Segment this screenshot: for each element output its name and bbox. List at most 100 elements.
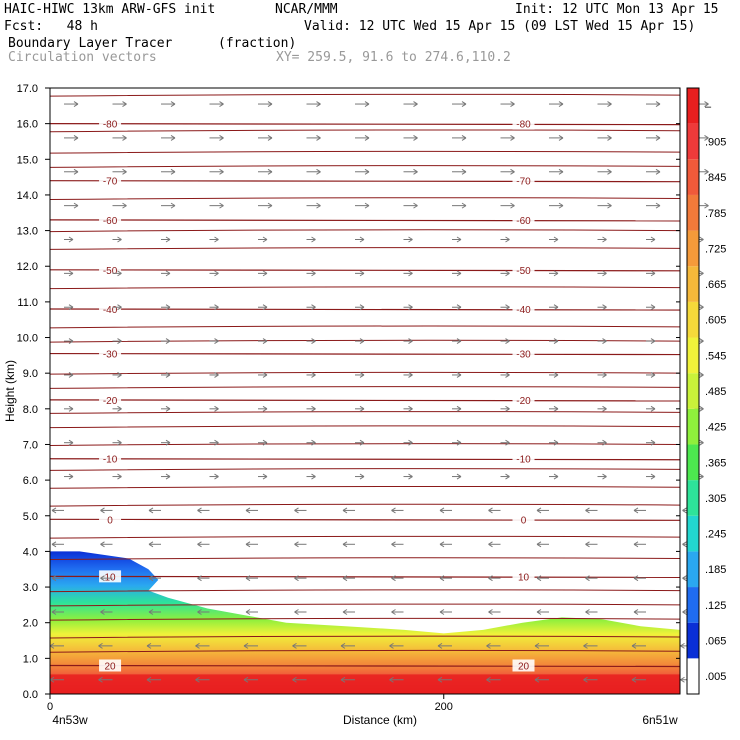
- vector-arrowhead: [699, 372, 704, 378]
- y-tick-label: 10.0: [17, 333, 38, 345]
- isotherm-label: -60: [516, 216, 531, 227]
- vector-arrowhead: [117, 473, 122, 480]
- isotherm-line: [50, 371, 680, 375]
- vector-arrowhead: [100, 609, 105, 615]
- vector-arrowhead: [262, 304, 268, 311]
- vector-arrowhead: [680, 676, 685, 683]
- vector-arrowhead: [148, 541, 154, 548]
- vector-arrowhead: [117, 405, 122, 412]
- vector-arrowhead: [456, 236, 462, 243]
- vector-arrowhead: [456, 270, 462, 277]
- vector-arrowhead: [558, 134, 564, 141]
- vector-arrowhead: [262, 473, 268, 480]
- vector-arrowhead: [267, 134, 273, 141]
- vector-arrowhead: [359, 338, 365, 345]
- isotherm-label: -50: [103, 266, 118, 277]
- colorbar-swatch: [687, 194, 699, 231]
- vector-arrowhead: [505, 236, 510, 243]
- vector-arrowhead: [437, 642, 443, 649]
- vector-arrowhead: [437, 676, 443, 683]
- vector-arrowhead: [294, 541, 299, 548]
- y-tick-label: 2.0: [23, 618, 38, 630]
- vector-arrowhead: [68, 338, 74, 345]
- colorbar-label: .365: [705, 457, 726, 469]
- isotherm-label-bg: [99, 117, 122, 130]
- vector-arrowhead: [68, 405, 74, 412]
- vector-arrowhead: [359, 473, 365, 480]
- isotherm-line: [50, 468, 680, 471]
- vector-arrowhead: [122, 101, 127, 107]
- vector-arrowhead: [456, 338, 462, 345]
- isotherm-label: -70: [516, 177, 531, 188]
- vector-arrowhead: [699, 270, 704, 277]
- isotherm-contour: [50, 219, 680, 222]
- vector-arrowhead: [100, 541, 105, 548]
- vector-arrowhead: [585, 507, 590, 514]
- vector-arrowhead: [534, 676, 540, 683]
- isotherm-label: -50: [516, 266, 531, 277]
- y-tick-label: 12.0: [17, 261, 38, 273]
- vector-arrowhead: [391, 541, 396, 548]
- colorbar-swatch: [687, 480, 699, 516]
- vector-arrowhead: [294, 575, 299, 582]
- vector-arrowhead: [607, 101, 612, 107]
- vector-arrowhead: [122, 134, 127, 141]
- vector-arrowhead: [170, 134, 176, 141]
- isotherm-label-bg: [512, 347, 535, 360]
- vector-arrowhead: [650, 405, 656, 412]
- colorbar-swatch: [687, 373, 699, 409]
- vector-arrowhead: [650, 304, 656, 311]
- vector-arrowhead: [655, 168, 661, 175]
- colorbar-label: .725: [705, 243, 726, 255]
- vector-arrowhead: [117, 304, 122, 311]
- vector-arrowhead: [536, 609, 542, 615]
- isotherm-label-bg: [99, 570, 122, 583]
- vector-arrowhead: [650, 338, 656, 345]
- vector-arrowhead: [117, 439, 122, 446]
- vector-arrowhead: [165, 338, 171, 345]
- vector-arrowhead: [359, 372, 365, 378]
- vector-arrowhead: [68, 372, 74, 378]
- vector-arrowhead: [117, 270, 122, 277]
- vector-arrowhead: [122, 202, 127, 209]
- vector-arrowhead: [456, 405, 462, 412]
- vector-arrowhead: [510, 168, 515, 175]
- vector-arrowhead: [699, 439, 704, 446]
- vector-arrowhead: [461, 134, 467, 141]
- vector-arrowhead: [197, 541, 202, 548]
- vector-arrowhead: [195, 642, 200, 649]
- vector-arrowhead: [311, 270, 316, 277]
- vector-arrowhead: [682, 541, 687, 548]
- isotherm-line: [50, 197, 680, 201]
- vector-arrowhead: [391, 609, 396, 615]
- vector-arrowhead: [214, 304, 219, 311]
- colorbar-label: .605: [705, 315, 726, 327]
- vector-arrowhead: [389, 642, 394, 649]
- vector-arrowhead: [655, 134, 661, 141]
- vector-arrowhead: [49, 642, 55, 649]
- colorbar-label: .545: [705, 350, 726, 362]
- isotherm-label: -40: [516, 305, 531, 316]
- vector-arrowhead: [408, 270, 413, 277]
- vector-arrowhead: [68, 236, 74, 243]
- vector-arrowhead: [148, 609, 154, 615]
- vector-arrowhead: [486, 676, 491, 683]
- vector-arrowhead: [359, 304, 365, 311]
- vector-arrowhead: [117, 372, 122, 378]
- colorbar-label: .185: [705, 564, 726, 576]
- vector-arrowhead: [699, 473, 704, 480]
- vector-arrowhead: [311, 338, 316, 345]
- vector-arrowhead: [505, 405, 510, 412]
- vector-arrowhead: [311, 304, 316, 311]
- y-tick-label: 11.0: [17, 297, 38, 309]
- isotherm-contour: [50, 180, 680, 183]
- vector-arrowhead: [461, 168, 467, 175]
- isotherm-contour: [50, 664, 680, 668]
- vector-arrowhead: [245, 609, 251, 615]
- isotherm-label: 20: [518, 661, 530, 672]
- x-tick-label: 0: [47, 701, 53, 713]
- y-tick-label: 1.0: [23, 653, 38, 665]
- vector-arrowhead: [631, 676, 637, 683]
- tracer-surface-band: [50, 674, 680, 694]
- vector-arrowhead: [413, 168, 418, 175]
